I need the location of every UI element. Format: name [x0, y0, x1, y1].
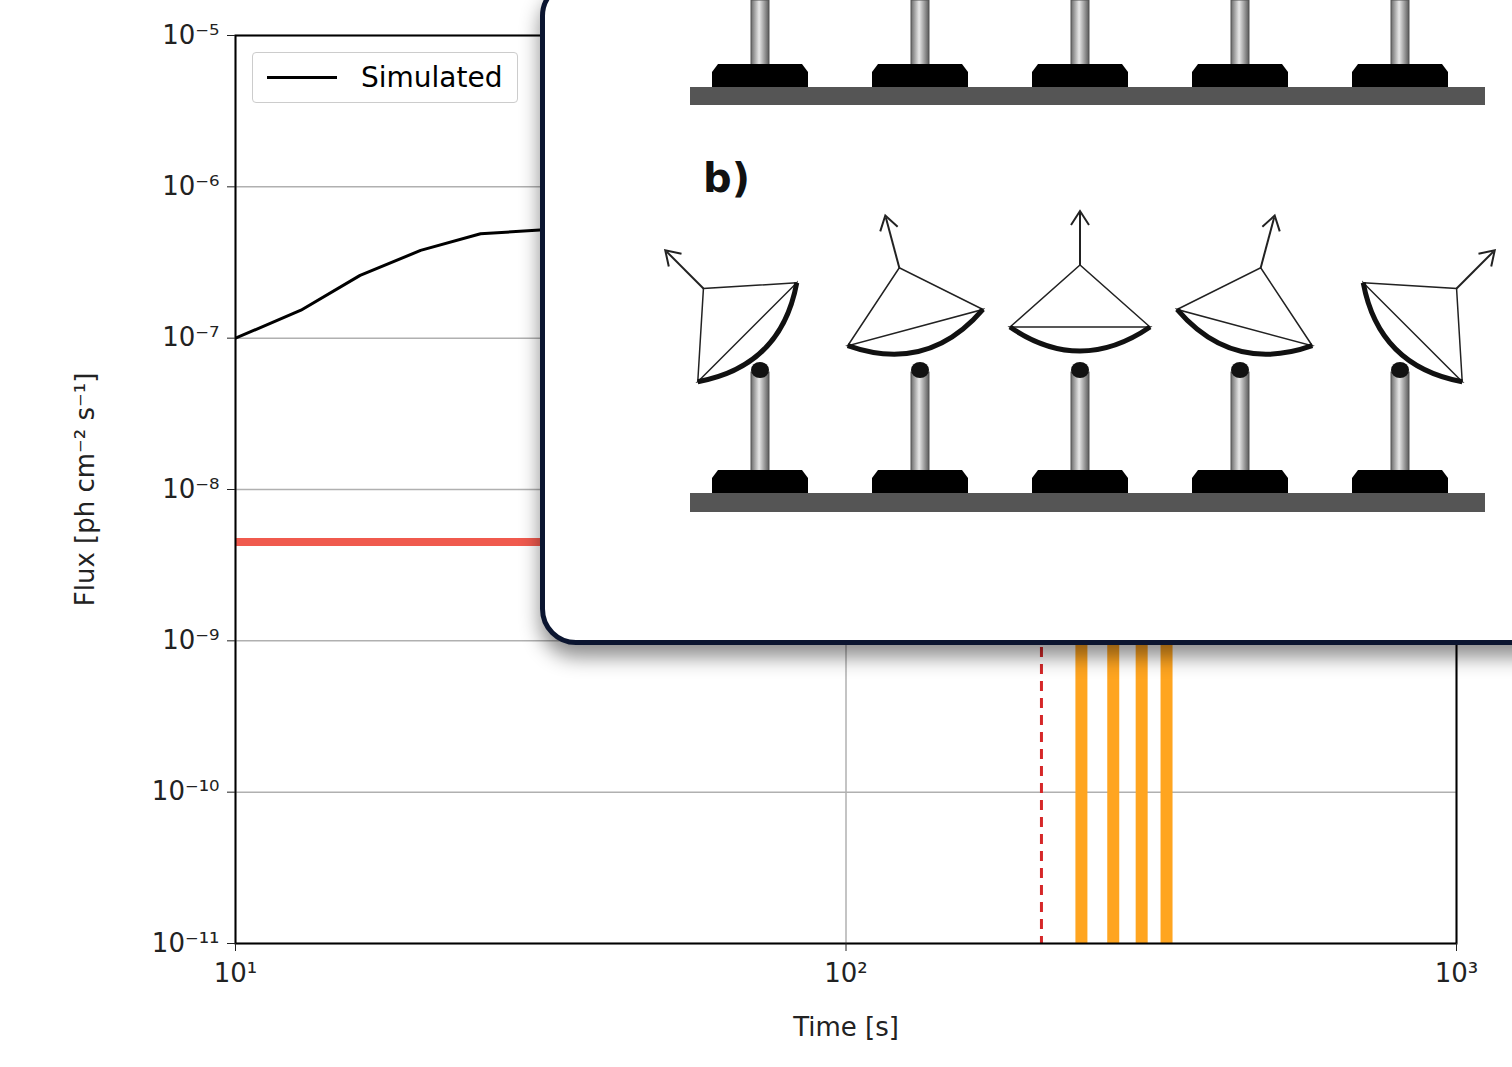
- svg-text:b): b): [703, 155, 750, 201]
- svg-text:10⁻⁵: 10⁻⁵: [162, 20, 219, 50]
- svg-text:10⁻⁸: 10⁻⁸: [162, 474, 219, 504]
- svg-text:10⁻¹¹: 10⁻¹¹: [152, 928, 220, 958]
- svg-text:10⁻⁶: 10⁻⁶: [162, 171, 219, 201]
- svg-text:Flux [ph cm⁻² s⁻¹]: Flux [ph cm⁻² s⁻¹]: [70, 373, 100, 607]
- svg-text:10³: 10³: [1435, 958, 1479, 988]
- svg-text:10²: 10²: [824, 958, 868, 988]
- html-text:Simulated: Simulated: [361, 61, 503, 94]
- svg-text:10⁻⁷: 10⁻⁷: [162, 322, 219, 352]
- svg-text:10⁻¹⁰: 10⁻¹⁰: [152, 776, 220, 806]
- svg-text:Time [s]: Time [s]: [792, 1012, 899, 1042]
- svg-text:10¹: 10¹: [214, 958, 258, 988]
- svg-text:10⁻⁹: 10⁻⁹: [162, 625, 219, 655]
